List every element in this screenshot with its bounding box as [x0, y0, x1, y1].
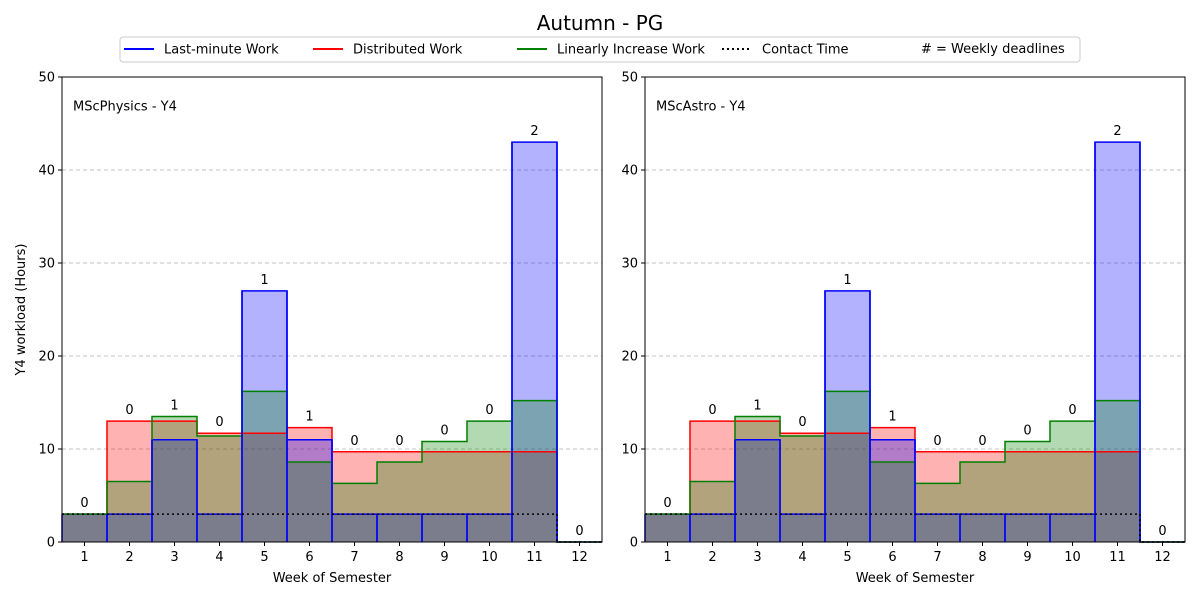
y-tick-label: 50: [38, 71, 55, 86]
y-tick-label: 20: [621, 350, 638, 365]
y-tick-label: 40: [621, 164, 638, 179]
deadline-label: 0: [1023, 424, 1031, 439]
x-tick-label: 9: [440, 550, 448, 565]
x-tick-label: 12: [1154, 550, 1171, 565]
x-axis-label: Week of Semester: [273, 571, 392, 586]
x-tick-label: 8: [978, 550, 986, 565]
panel-label: MScAstro - Y4: [656, 100, 746, 115]
x-tick-label: 8: [395, 550, 403, 565]
x-tick-label: 7: [933, 550, 941, 565]
legend-frame: [119, 36, 1081, 63]
legend-label-contact-time: Contact Time: [762, 43, 849, 58]
deadline-label: 2: [530, 124, 538, 139]
chart-title: Autumn - PG: [537, 11, 664, 35]
y-tick-label: 10: [38, 443, 55, 458]
y-tick-label: 50: [621, 71, 638, 86]
deadline-label: 0: [978, 434, 986, 449]
axes-frame: [61, 76, 603, 543]
deadline-label: 0: [663, 496, 671, 511]
deadline-label: 0: [933, 434, 941, 449]
deadline-label: 0: [1068, 403, 1076, 418]
legend-label-distributed-work: Distributed Work: [353, 43, 463, 58]
x-tick-label: 1: [663, 550, 671, 565]
deadline-label: 1: [843, 273, 851, 288]
x-tick-label: 7: [350, 550, 358, 565]
deadline-label: 0: [125, 403, 133, 418]
x-tick-label: 2: [708, 550, 716, 565]
panel-label: MScPhysics - Y4: [73, 100, 177, 115]
x-tick-label: 9: [1023, 550, 1031, 565]
legend-label-last-minute-work: Last-minute Work: [164, 43, 279, 58]
x-tick-label: 10: [1064, 550, 1081, 565]
legend-label-linearly-increase-work: Linearly Increase Work: [557, 43, 705, 58]
y-tick-label: 30: [38, 257, 55, 272]
x-tick-label: 5: [260, 550, 268, 565]
x-tick-label: 11: [1109, 550, 1126, 565]
deadline-label: 0: [1158, 524, 1166, 539]
x-tick-label: 3: [753, 550, 761, 565]
x-tick-label: 6: [888, 550, 896, 565]
x-tick-label: 3: [170, 550, 178, 565]
x-tick-label: 10: [481, 550, 498, 565]
y-tick-label: 40: [38, 164, 55, 179]
x-tick-label: 1: [80, 550, 88, 565]
x-tick-label: 6: [305, 550, 313, 565]
axes-frame: [644, 76, 1186, 543]
legend-note: # = Weekly deadlines: [921, 42, 1065, 57]
deadline-label: 2: [1113, 124, 1121, 139]
x-tick-label: 2: [125, 550, 133, 565]
y-tick-label: 0: [630, 536, 638, 551]
x-tick-label: 12: [571, 550, 588, 565]
deadline-label: 0: [350, 434, 358, 449]
deadline-label: 0: [395, 434, 403, 449]
deadline-label: 0: [80, 496, 88, 511]
y-tick-label: 20: [38, 350, 55, 365]
deadline-label: 0: [440, 424, 448, 439]
y-tick-label: 30: [621, 257, 638, 272]
y-tick-label: 10: [621, 443, 638, 458]
legend: Last-minute Work Distributed Work Linearly…: [119, 36, 1081, 63]
line-distributed-work: [645, 420, 1185, 543]
deadline-label: 1: [888, 410, 896, 425]
x-tick-label: 11: [526, 550, 543, 565]
deadline-label: 0: [485, 403, 493, 418]
deadline-label: 1: [260, 273, 268, 288]
deadline-label: 1: [170, 398, 178, 413]
x-axis-label: Week of Semester: [856, 571, 975, 586]
deadline-label: 1: [305, 410, 313, 425]
x-tick-label: 4: [798, 550, 806, 565]
x-tick-label: 5: [843, 550, 851, 565]
deadline-label: 0: [798, 415, 806, 430]
deadline-label: 0: [575, 524, 583, 539]
deadline-label: 1: [753, 398, 761, 413]
x-tick-label: 4: [215, 550, 223, 565]
deadline-label: 0: [215, 415, 223, 430]
deadline-label: 0: [708, 403, 716, 418]
y-tick-label: 0: [47, 536, 55, 551]
y-axis-label: Y4 workload (Hours): [14, 244, 29, 377]
line-distributed-work: [62, 420, 602, 543]
